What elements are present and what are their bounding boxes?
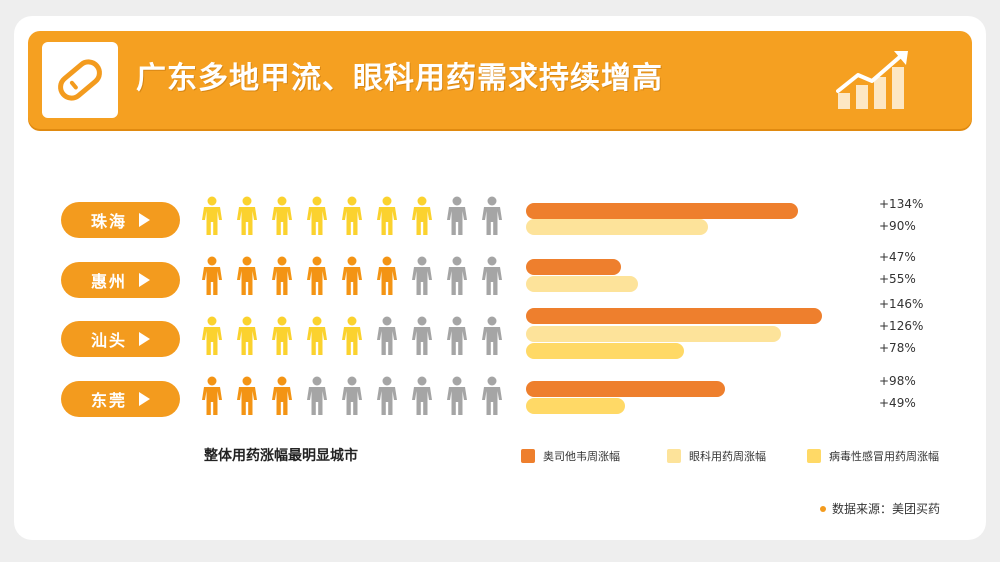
person-icon [412, 376, 432, 415]
person-icon [307, 316, 327, 355]
person-icon [482, 196, 502, 235]
person-icon [272, 376, 292, 415]
bar [526, 343, 684, 359]
value-label: +47% [879, 250, 916, 264]
play-arrow-icon [139, 213, 150, 227]
legend-label: 眼科用药周涨幅 [689, 450, 766, 463]
legend-swatch [667, 449, 681, 463]
person-icon [272, 196, 292, 235]
person-icon [412, 196, 432, 235]
person-icon [307, 376, 327, 415]
value-label: +49% [879, 396, 916, 410]
bar [526, 276, 638, 292]
chart-footnote: 整体用药涨幅最明显城市 [204, 448, 358, 464]
play-arrow-icon [139, 332, 150, 346]
person-icon [342, 256, 362, 295]
legend-swatch [807, 449, 821, 463]
person-icon [447, 316, 467, 355]
person-icon [237, 256, 257, 295]
legend-item-ophthalmic: 眼科用药周涨幅 [667, 448, 766, 464]
city-name: 汕头 [90, 331, 127, 350]
play-arrow-icon [139, 273, 150, 287]
person-icon [202, 316, 222, 355]
person-icon [202, 196, 222, 235]
person-icon [412, 316, 432, 355]
person-icon [342, 376, 362, 415]
person-icon [377, 256, 397, 295]
legend-swatch [521, 449, 535, 463]
person-icon [412, 256, 432, 295]
person-icon [447, 256, 467, 295]
pill-icon [58, 59, 102, 101]
person-icon [307, 256, 327, 295]
legend-item-cold-medicine: 病毒性感冒用药周涨幅 [807, 448, 939, 464]
header-banner: 广东多地甲流、眼科用药需求持续增高 [28, 31, 972, 129]
legend-label: 奥司他韦周涨幅 [543, 450, 620, 463]
person-icon [272, 316, 292, 355]
person-icon [237, 196, 257, 235]
page-title: 广东多地甲流、眼科用药需求持续增高 [136, 61, 663, 96]
city-name: 东莞 [90, 391, 127, 410]
legend-label: 病毒性感冒用药周涨幅 [829, 450, 939, 463]
bar [526, 259, 621, 275]
person-icon [447, 376, 467, 415]
person-icon [482, 256, 502, 295]
value-label: +146% [879, 297, 924, 311]
source-text: 数据来源：美团买药 [832, 502, 941, 516]
person-icon [482, 316, 502, 355]
logo-box [42, 42, 118, 118]
person-icon [272, 256, 292, 295]
city-name: 珠海 [90, 212, 127, 231]
value-label: +55% [879, 272, 916, 286]
growth-chart-icon [836, 51, 908, 109]
person-icon [202, 256, 222, 295]
person-icon [447, 196, 467, 235]
value-label: +78% [879, 341, 916, 355]
legend-item-oseltamivir: 奥司他韦周涨幅 [521, 448, 620, 464]
play-arrow-icon [139, 392, 150, 406]
bullet-icon [820, 505, 826, 512]
person-icon [342, 196, 362, 235]
data-source: 数据来源：美团买药 [820, 500, 940, 517]
bar [526, 326, 781, 342]
city-label-dongguan: 东莞 [61, 381, 180, 417]
value-label: +98% [879, 374, 916, 388]
person-icon [202, 376, 222, 415]
city-label-huizhou: 惠州 [61, 262, 180, 298]
person-icon [342, 316, 362, 355]
person-icon [307, 196, 327, 235]
person-icon [377, 376, 397, 415]
city-label-shantou: 汕头 [61, 321, 180, 357]
bar [526, 308, 822, 324]
person-icon [482, 376, 502, 415]
person-icon [377, 196, 397, 235]
person-icon [377, 316, 397, 355]
value-label: +90% [879, 219, 916, 233]
bar [526, 381, 725, 397]
person-icon [237, 376, 257, 415]
value-label: +126% [879, 319, 924, 333]
bar [526, 398, 625, 414]
city-name: 惠州 [90, 272, 127, 291]
value-label: +134% [879, 197, 924, 211]
bar [526, 203, 798, 219]
city-label-zhuhai: 珠海 [61, 202, 180, 238]
bar [526, 219, 708, 235]
person-icon [237, 316, 257, 355]
